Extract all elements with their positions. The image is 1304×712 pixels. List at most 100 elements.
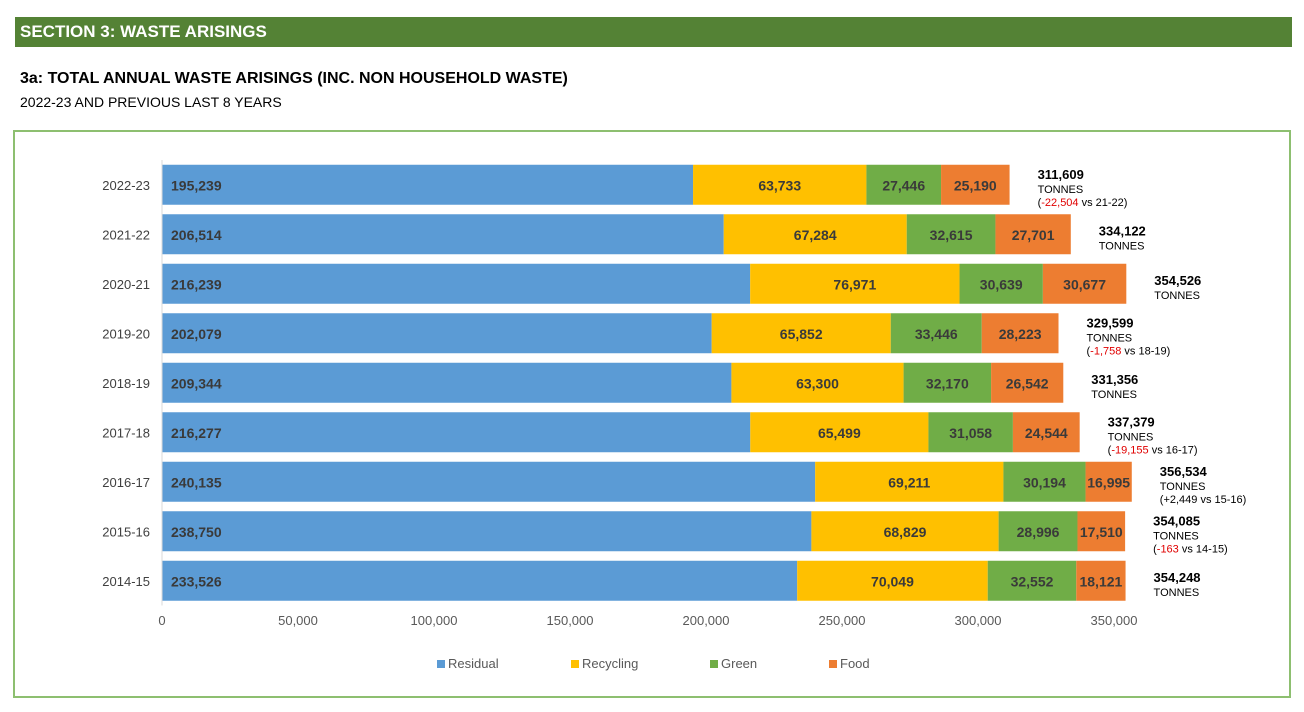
legend-item-green: Green: [710, 656, 757, 671]
data-label-green: 32,170: [926, 375, 969, 391]
data-label-food: 26,542: [1006, 375, 1049, 391]
total-change-rest: vs 14-15): [1179, 543, 1228, 555]
data-label-residual: 216,277: [171, 425, 222, 441]
total-change-open: (: [1153, 543, 1157, 555]
chart-legend: Residual Recycling Green Food: [0, 656, 1304, 674]
total-unit: TONNES: [1038, 184, 1084, 196]
bar-residual: [162, 164, 694, 205]
total-value: 354,248: [1154, 570, 1201, 585]
data-label-food: 16,995: [1087, 474, 1130, 490]
total-change-open: (: [1108, 444, 1112, 456]
total-unit: TONNES: [1087, 332, 1133, 344]
total-value: 356,534: [1160, 464, 1208, 479]
data-label-recycling: 67,284: [794, 227, 837, 243]
total-value: 334,122: [1099, 223, 1146, 238]
data-label-food: 18,121: [1079, 573, 1122, 589]
x-tick-label: 0: [158, 613, 165, 628]
data-label-food: 24,544: [1025, 425, 1068, 441]
x-tick-label: 300,000: [955, 613, 1002, 628]
total-change-rest: vs 18-19): [1121, 345, 1170, 357]
category-label: 2014-15: [102, 574, 150, 589]
data-label-food: 17,510: [1080, 524, 1123, 540]
bar-food: [991, 362, 1064, 403]
total-change: (-163 vs 14-15): [1153, 543, 1228, 555]
total-change-open: (: [1160, 494, 1164, 506]
bar-recycling: [693, 164, 867, 205]
total-change-value: -22,504: [1041, 197, 1078, 209]
legend-swatch: [829, 659, 837, 668]
bar-green: [998, 511, 1078, 552]
data-label-recycling: 65,852: [780, 326, 823, 342]
category-label: 2017-18: [102, 425, 150, 440]
bar-residual: [162, 362, 732, 403]
total-change-open: (: [1087, 345, 1091, 357]
data-label-food: 25,190: [954, 177, 997, 193]
bar-residual: [162, 511, 812, 552]
data-label-residual: 202,079: [171, 326, 222, 342]
bar-green: [906, 214, 996, 255]
bar-recycling: [815, 461, 1004, 502]
category-label: 2016-17: [102, 475, 150, 490]
bar-food: [1012, 412, 1080, 453]
x-tick-label: 250,000: [819, 613, 866, 628]
total-unit: TONNES: [1108, 431, 1154, 443]
x-tick-label: 50,000: [278, 613, 318, 628]
data-label-green: 30,639: [980, 276, 1023, 292]
data-label-recycling: 68,829: [884, 524, 927, 540]
legend-label: Recycling: [582, 656, 639, 671]
total-value: 331,356: [1091, 372, 1138, 387]
legend-item-residual: Residual: [437, 656, 499, 671]
total-change: (+2,449 vs 15-16): [1160, 494, 1247, 506]
chart-heading: 3a: TOTAL ANNUAL WASTE ARISINGS (INC. NO…: [20, 70, 568, 87]
bar-food: [1076, 560, 1126, 601]
total-unit: TONNES: [1160, 481, 1206, 493]
data-label-recycling: 63,733: [758, 177, 801, 193]
total-unit: TONNES: [1153, 530, 1199, 542]
bar-green: [959, 263, 1043, 304]
data-label-residual: 195,239: [171, 177, 222, 193]
data-label-residual: 209,344: [171, 375, 222, 391]
total-change: (-1,758 vs 18-19): [1087, 345, 1171, 357]
data-label-green: 33,446: [915, 326, 958, 342]
bar-food: [981, 313, 1059, 354]
total-change-rest: vs 16-17): [1149, 444, 1198, 456]
total-value: 329,599: [1087, 315, 1134, 330]
bar-green: [903, 362, 992, 403]
category-label: 2021-22: [102, 227, 150, 242]
bar-recycling: [797, 560, 988, 601]
legend-swatch: [710, 659, 718, 668]
bar-food: [1042, 263, 1127, 304]
data-label-recycling: 69,211: [888, 474, 930, 490]
chart-subheading: 2022-23 AND PREVIOUS LAST 8 YEARS: [20, 94, 282, 110]
data-label-green: 31,058: [949, 425, 992, 441]
category-label: 2015-16: [102, 524, 150, 539]
x-tick-label: 350,000: [1091, 613, 1138, 628]
bar-recycling: [811, 511, 999, 552]
x-tick-label: 200,000: [683, 613, 730, 628]
bar-food: [995, 214, 1071, 255]
total-change: (-19,155 vs 16-17): [1108, 444, 1198, 456]
bar-green: [1003, 461, 1086, 502]
bar-green: [987, 560, 1077, 601]
data-label-residual: 233,526: [171, 573, 222, 589]
data-label-green: 28,996: [1017, 524, 1060, 540]
data-label-green: 30,194: [1023, 474, 1066, 490]
category-label: 2020-21: [102, 277, 150, 292]
data-label-green: 27,446: [882, 177, 925, 193]
data-label-food: 27,701: [1012, 227, 1055, 243]
bar-recycling: [711, 313, 891, 354]
category-label: 2019-20: [102, 326, 150, 341]
total-value: 354,085: [1153, 513, 1200, 528]
bar-residual: [162, 412, 751, 453]
total-change: (-22,504 vs 21-22): [1038, 197, 1128, 209]
bar-recycling: [731, 362, 904, 403]
total-change-rest: vs 15-16): [1197, 494, 1246, 506]
data-label-green: 32,615: [930, 227, 973, 243]
data-label-recycling: 63,300: [796, 375, 839, 391]
total-change-value: -19,155: [1111, 444, 1148, 456]
legend-swatch: [571, 659, 579, 668]
legend-item-recycling: Recycling: [571, 656, 638, 671]
total-unit: TONNES: [1154, 587, 1200, 599]
legend-label: Food: [840, 656, 870, 671]
bar-green: [890, 313, 982, 354]
